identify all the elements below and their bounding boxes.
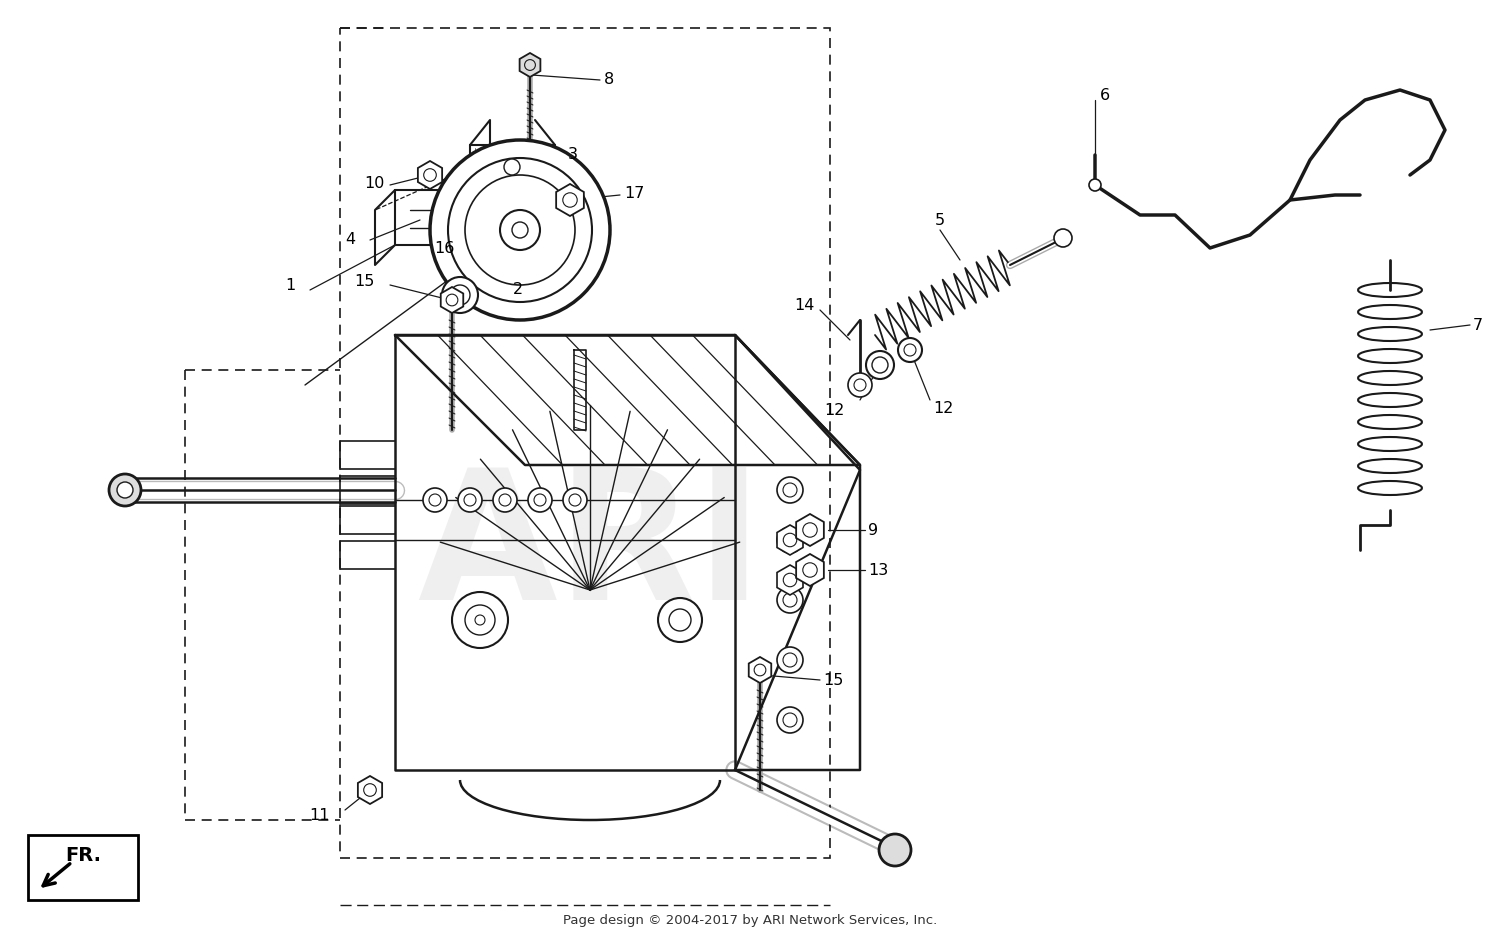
Circle shape xyxy=(783,713,796,727)
Circle shape xyxy=(448,158,592,302)
Text: 3: 3 xyxy=(568,146,578,162)
Circle shape xyxy=(777,707,802,733)
Polygon shape xyxy=(748,657,771,683)
Polygon shape xyxy=(796,514,824,546)
Circle shape xyxy=(898,338,922,362)
Bar xyxy=(340,28,830,858)
Polygon shape xyxy=(777,525,802,555)
Circle shape xyxy=(658,598,702,642)
Circle shape xyxy=(476,615,484,625)
Circle shape xyxy=(783,533,796,546)
Circle shape xyxy=(783,593,796,607)
Circle shape xyxy=(669,609,692,631)
Polygon shape xyxy=(441,287,464,313)
Circle shape xyxy=(1054,229,1072,247)
Text: Page design © 2004-2017 by ARI Network Services, Inc.: Page design © 2004-2017 by ARI Network S… xyxy=(562,914,938,927)
Circle shape xyxy=(446,294,458,306)
Circle shape xyxy=(777,587,802,613)
Polygon shape xyxy=(519,53,540,77)
Circle shape xyxy=(568,494,580,506)
Circle shape xyxy=(783,483,796,497)
Circle shape xyxy=(879,834,910,866)
Circle shape xyxy=(504,159,520,175)
Circle shape xyxy=(423,169,436,181)
Circle shape xyxy=(777,527,802,553)
Circle shape xyxy=(802,523,818,537)
Circle shape xyxy=(500,494,512,506)
Text: 1: 1 xyxy=(285,278,296,293)
Circle shape xyxy=(783,573,796,587)
Circle shape xyxy=(452,592,509,648)
Circle shape xyxy=(528,488,552,512)
Text: 11: 11 xyxy=(309,808,330,823)
Text: 8: 8 xyxy=(604,71,613,86)
Text: 7: 7 xyxy=(1473,317,1484,332)
Text: 4: 4 xyxy=(345,232,355,247)
Circle shape xyxy=(1089,179,1101,191)
Circle shape xyxy=(442,277,478,313)
Circle shape xyxy=(754,664,766,676)
Text: 13: 13 xyxy=(868,562,888,577)
Circle shape xyxy=(450,285,470,305)
Circle shape xyxy=(777,477,802,503)
Circle shape xyxy=(534,494,546,506)
Text: 16: 16 xyxy=(435,240,454,255)
Circle shape xyxy=(562,192,578,208)
Bar xyxy=(28,835,138,900)
Circle shape xyxy=(871,357,888,373)
Circle shape xyxy=(465,605,495,635)
Text: ARI: ARI xyxy=(417,462,764,638)
Circle shape xyxy=(512,222,528,238)
Text: FR.: FR. xyxy=(64,845,101,865)
Text: 17: 17 xyxy=(624,186,645,201)
Polygon shape xyxy=(419,161,442,189)
Text: 6: 6 xyxy=(1100,87,1110,102)
Text: 2: 2 xyxy=(513,282,523,297)
Circle shape xyxy=(429,494,441,506)
Polygon shape xyxy=(358,776,382,804)
Text: 15: 15 xyxy=(354,273,375,288)
Circle shape xyxy=(464,494,476,506)
Text: 14: 14 xyxy=(795,298,814,313)
Circle shape xyxy=(363,784,376,796)
Text: 12: 12 xyxy=(933,401,954,415)
Polygon shape xyxy=(556,184,584,216)
Circle shape xyxy=(423,488,447,512)
Circle shape xyxy=(562,488,586,512)
Text: 10: 10 xyxy=(364,176,386,191)
Polygon shape xyxy=(777,565,802,595)
Circle shape xyxy=(802,562,818,577)
Circle shape xyxy=(783,653,796,667)
Circle shape xyxy=(865,351,894,379)
Circle shape xyxy=(430,140,610,320)
Text: 15: 15 xyxy=(824,672,843,687)
Circle shape xyxy=(465,175,574,285)
Polygon shape xyxy=(796,554,824,586)
Text: 5: 5 xyxy=(934,212,945,227)
Circle shape xyxy=(525,59,536,70)
Circle shape xyxy=(458,488,482,512)
Circle shape xyxy=(904,344,916,356)
Circle shape xyxy=(847,373,871,397)
Circle shape xyxy=(494,488,517,512)
Circle shape xyxy=(117,482,134,498)
Circle shape xyxy=(777,647,802,673)
Circle shape xyxy=(500,210,540,250)
Circle shape xyxy=(853,379,865,391)
Circle shape xyxy=(110,474,141,506)
Circle shape xyxy=(783,533,796,547)
Text: 12: 12 xyxy=(825,403,844,418)
Text: 9: 9 xyxy=(868,522,877,537)
